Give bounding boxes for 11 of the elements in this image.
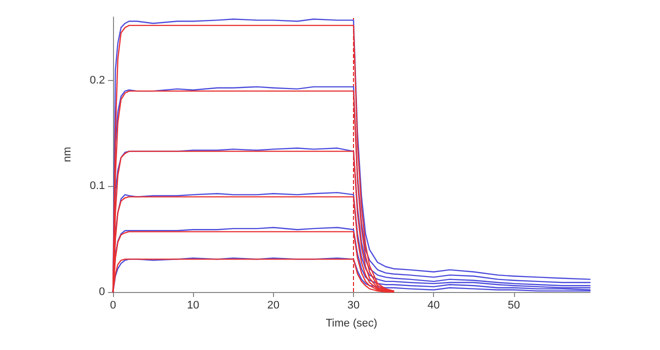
x-tick-label: 30: [347, 300, 360, 312]
x-tick-label: 10: [187, 300, 200, 312]
x-tick-label: 20: [267, 300, 280, 312]
y-axis-title: nm: [62, 146, 74, 162]
x-axis-title: Time (sec): [326, 318, 378, 330]
x-tick-label: 0: [110, 300, 116, 312]
y-tick-label: 0.2: [90, 74, 105, 86]
y-tick-label: 0: [98, 286, 105, 298]
y-tick-label: 0.1: [90, 180, 105, 192]
x-tick-label: 50: [508, 300, 520, 312]
x-tick-label: 40: [428, 300, 440, 312]
